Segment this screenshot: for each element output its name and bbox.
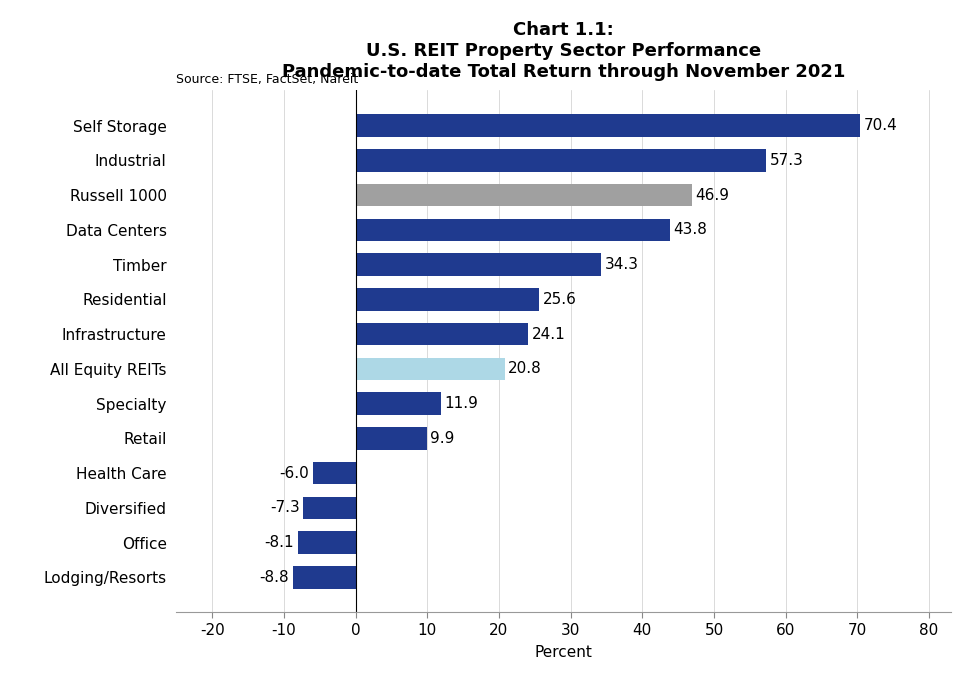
Bar	[356, 393, 441, 415]
Bar	[313, 462, 356, 484]
Text: 11.9: 11.9	[445, 396, 478, 411]
Bar	[356, 253, 602, 276]
Text: 9.9: 9.9	[430, 431, 455, 446]
Bar	[298, 531, 356, 554]
Text: -8.1: -8.1	[265, 535, 294, 551]
Text: -7.3: -7.3	[270, 500, 300, 516]
Bar	[292, 566, 356, 589]
Text: 57.3: 57.3	[770, 152, 804, 168]
Text: Source: FTSE, FactSet, Nareit: Source: FTSE, FactSet, Nareit	[176, 73, 359, 86]
Bar	[356, 184, 692, 206]
Bar	[356, 149, 766, 172]
Text: 46.9: 46.9	[696, 187, 729, 203]
Title: Chart 1.1:
U.S. REIT Property Sector Performance
Pandemic-to-date Total Return t: Chart 1.1: U.S. REIT Property Sector Per…	[282, 21, 845, 81]
Text: 25.6: 25.6	[543, 292, 576, 307]
Text: -6.0: -6.0	[279, 466, 309, 481]
Text: -8.8: -8.8	[260, 570, 289, 585]
Text: 24.1: 24.1	[532, 326, 565, 342]
Bar	[356, 427, 426, 450]
Bar	[356, 358, 505, 380]
Bar	[356, 323, 528, 345]
Text: 34.3: 34.3	[605, 257, 639, 272]
X-axis label: Percent: Percent	[534, 644, 593, 660]
Text: 70.4: 70.4	[863, 118, 898, 133]
Text: 43.8: 43.8	[673, 222, 707, 237]
Text: 20.8: 20.8	[509, 361, 542, 377]
Bar	[356, 114, 860, 137]
Bar	[356, 288, 539, 310]
Bar	[356, 219, 669, 241]
Bar	[303, 497, 356, 519]
